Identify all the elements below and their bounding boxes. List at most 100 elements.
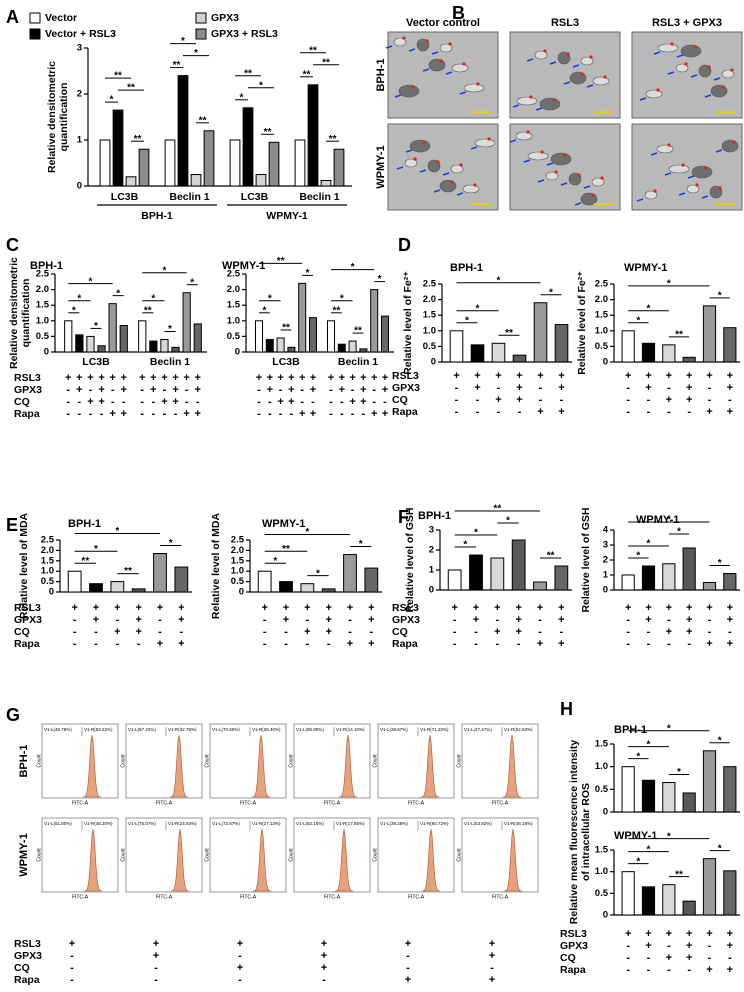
- condition-sign: +: [267, 384, 273, 396]
- condition-sign: +: [686, 626, 692, 638]
- marker-star: [600, 176, 604, 180]
- column-title: RSL3 + GPX3: [652, 17, 722, 29]
- significance-label: *: [647, 539, 651, 550]
- y-tick-label: 3: [429, 525, 434, 536]
- bar: [67, 570, 82, 593]
- condition-sign: -: [559, 626, 563, 638]
- marker-star: [459, 163, 463, 167]
- condition-sign: +: [237, 938, 243, 950]
- condition-sign: -: [185, 384, 189, 396]
- condition-sign: -: [348, 626, 352, 638]
- marker-arrow: [408, 48, 416, 52]
- significance-label: **: [81, 556, 89, 567]
- condition-sign: +: [451, 602, 457, 614]
- bar: [279, 581, 293, 593]
- condition-sign: -: [78, 408, 82, 420]
- significance-label: **: [547, 551, 555, 562]
- organelle: [591, 177, 605, 187]
- organelle: [686, 184, 700, 194]
- condition-sign: -: [362, 408, 366, 420]
- organelle: [534, 50, 548, 60]
- significance-label: *: [497, 275, 501, 286]
- marker-star: [732, 140, 736, 144]
- condition-sign: -: [626, 382, 630, 394]
- condition-sign: +: [172, 396, 178, 408]
- condition-sign: +: [706, 638, 712, 650]
- panel-label: D: [398, 235, 411, 255]
- condition-sign: +: [321, 938, 327, 950]
- significance-label: **: [127, 83, 135, 94]
- bar: [182, 292, 191, 353]
- bar: [99, 139, 111, 187]
- condition-sign: -: [238, 974, 242, 986]
- condition-sign: +: [150, 372, 156, 384]
- marker-arrow: [512, 104, 520, 108]
- bar: [268, 141, 280, 187]
- organelle: [710, 84, 728, 98]
- significance-label: **: [173, 60, 181, 71]
- bar: [255, 174, 267, 187]
- gate-label: V1-R(48.20%): [84, 821, 113, 826]
- condition-name: GPX3: [14, 384, 42, 396]
- condition-sign: -: [329, 396, 333, 408]
- bar: [254, 320, 264, 353]
- bar: [554, 565, 569, 591]
- significance-label: *: [72, 305, 76, 316]
- condition-name: GPX3: [14, 614, 42, 626]
- condition-name: CQ: [560, 952, 576, 964]
- condition-sign: -: [163, 408, 167, 420]
- chart-title: WPMY-1: [636, 514, 679, 526]
- condition-sign: -: [372, 396, 376, 408]
- condition-name: CQ: [14, 962, 30, 974]
- condition-sign: +: [473, 602, 479, 614]
- condition-name: RSL3: [14, 938, 41, 950]
- x-axis-label: FITC-A: [408, 894, 425, 900]
- condition-sign: +: [645, 614, 651, 626]
- bar: [662, 344, 676, 363]
- condition-sign: +: [325, 626, 331, 638]
- bar: [326, 320, 336, 353]
- condition-sign: +: [150, 384, 156, 396]
- condition-sign: +: [515, 614, 521, 626]
- y-axis-label: Count: [456, 848, 462, 862]
- condition-sign: +: [161, 372, 167, 384]
- organelle: [680, 44, 702, 58]
- condition-sign: +: [494, 602, 500, 614]
- y-axis-label: Count: [120, 754, 126, 768]
- condition-sign: -: [728, 626, 732, 638]
- organelle: [428, 58, 446, 72]
- bar: [229, 139, 241, 187]
- condition-sign: +: [76, 384, 82, 396]
- y-tick-label: 1: [77, 135, 83, 146]
- significance-label: *: [636, 551, 640, 562]
- marker-arrow: [715, 149, 723, 153]
- organelle: [691, 165, 713, 179]
- condition-sign: +: [135, 614, 141, 626]
- condition-sign: +: [727, 940, 733, 952]
- organelle: [545, 171, 559, 181]
- y-tick-label: 1.0: [423, 325, 436, 336]
- condition-sign: -: [539, 394, 543, 406]
- bar: [641, 886, 656, 916]
- marker-arrow: [583, 185, 591, 189]
- gate-label: V1-R(32.78%): [168, 727, 197, 732]
- marker-arrow: [636, 198, 644, 202]
- bar: [125, 176, 137, 187]
- gate-label: V1-L(39.28%): [380, 821, 408, 826]
- condition-sign: +: [706, 964, 712, 976]
- marker-arrow: [419, 169, 427, 173]
- condition-sign: -: [140, 384, 144, 396]
- marker-star: [707, 65, 711, 69]
- bar: [64, 320, 73, 353]
- gate-label: V1-L(51.80%): [44, 821, 72, 826]
- condition-sign: -: [300, 384, 304, 396]
- bar: [164, 139, 176, 187]
- significance-label: *: [162, 265, 166, 276]
- condition-sign: -: [279, 408, 283, 420]
- y-axis-label: Relative densitometric: [8, 257, 20, 369]
- bar: [447, 569, 462, 591]
- condition-sign: -: [406, 962, 410, 974]
- condition-sign: -: [305, 638, 309, 650]
- marker-star: [684, 62, 688, 66]
- condition-sign: +: [195, 372, 201, 384]
